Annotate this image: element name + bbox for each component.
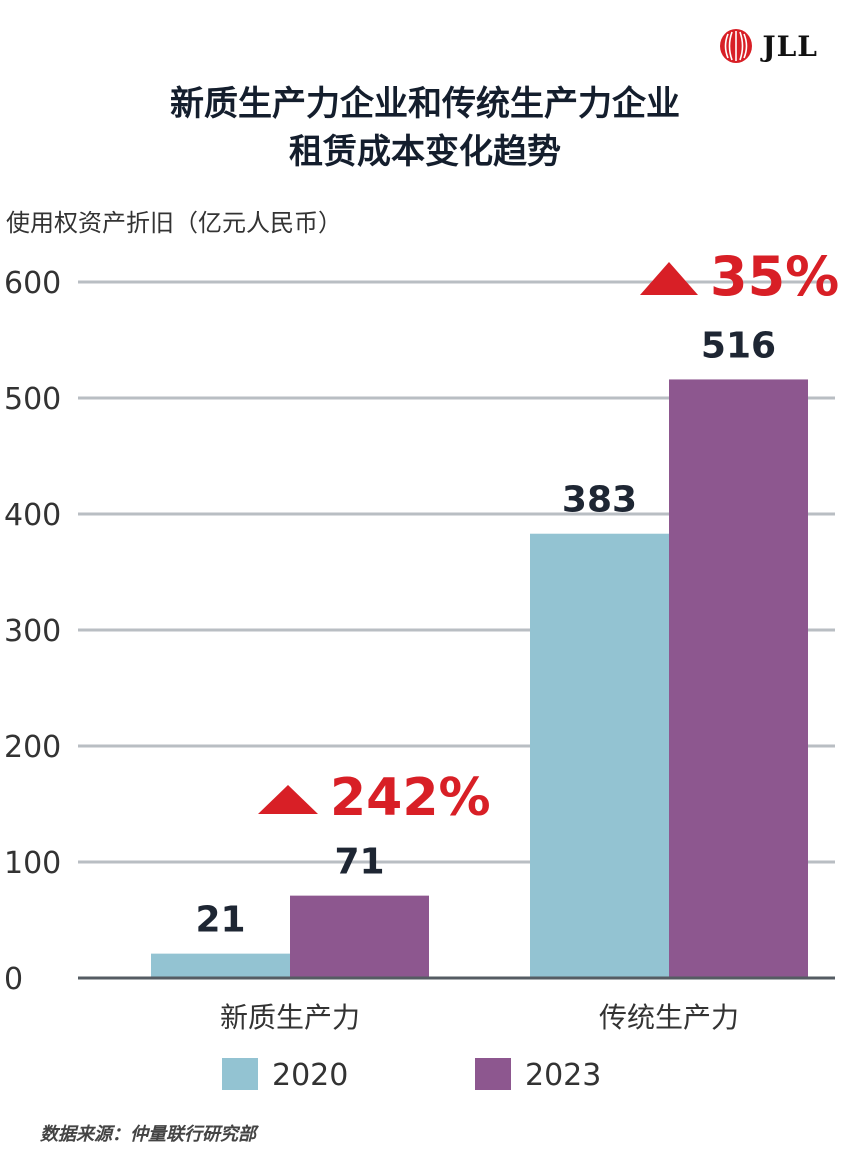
bar-2023-1 xyxy=(290,895,429,978)
change-annotation-1: 242% xyxy=(330,768,491,828)
jll-logo: JLL xyxy=(718,28,818,64)
y-tick-label-200: 200 xyxy=(4,730,61,765)
bar-2020-2 xyxy=(530,533,669,978)
legend-swatch-2023 xyxy=(475,1058,511,1090)
bar-2020-1 xyxy=(151,953,290,978)
data-label-2020-1: 21 xyxy=(195,900,245,941)
chart-title-line-1: 新质生产力企业和传统生产力企业 xyxy=(170,84,680,124)
y-tick-label-400: 400 xyxy=(4,498,61,533)
legend-label-2023: 2023 xyxy=(525,1058,601,1093)
data-label-2020-2: 383 xyxy=(562,480,637,521)
y-tick-label-300: 300 xyxy=(4,614,61,649)
data-label-2023-2: 516 xyxy=(701,325,776,366)
x-tick-label-1: 新质生产力 xyxy=(220,1001,360,1034)
jll-logo-text: JLL xyxy=(762,29,818,63)
legend-swatch-2020 xyxy=(222,1058,258,1090)
y-tick-label-100: 100 xyxy=(4,846,61,881)
bar-2023-2 xyxy=(669,379,808,978)
change-annotation-2: 35% xyxy=(710,245,839,308)
increase-triangle-icon xyxy=(640,262,698,295)
y-tick-label-600: 600 xyxy=(4,266,61,301)
chart-title: 新质生产力企业和传统生产力企业 租赁成本变化趋势 xyxy=(0,80,850,176)
jll-logo-icon xyxy=(720,29,753,63)
data-label-2023-1: 71 xyxy=(334,842,384,883)
chart-title-line-2: 租赁成本变化趋势 xyxy=(289,132,561,172)
y-axis-label: 使用权资产折旧（亿元人民币） xyxy=(6,209,342,237)
x-tick-label-2: 传统生产力 xyxy=(599,1001,739,1034)
legend-label-2020: 2020 xyxy=(272,1058,348,1093)
increase-triangle-icon xyxy=(258,785,318,814)
y-tick-label-500: 500 xyxy=(4,382,61,417)
source-note: 数据来源：仲量联行研究部 xyxy=(40,1124,256,1145)
y-tick-label-0: 0 xyxy=(4,962,23,997)
